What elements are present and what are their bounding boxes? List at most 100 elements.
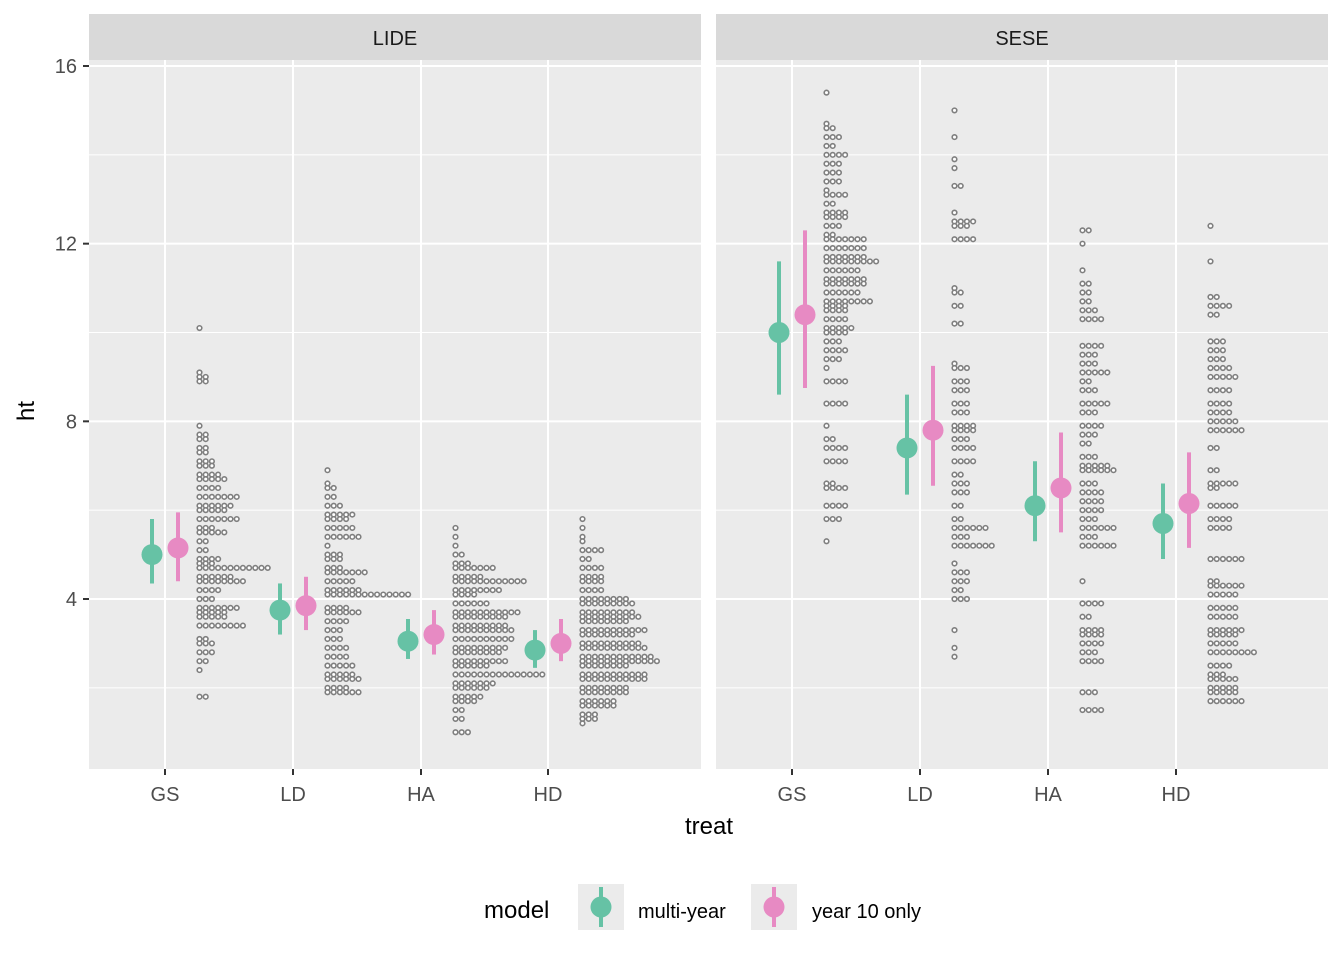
data-dot bbox=[854, 236, 861, 243]
data-dot bbox=[489, 649, 496, 656]
data-dot bbox=[957, 480, 964, 487]
data-dot bbox=[526, 671, 534, 678]
data-dot bbox=[458, 578, 465, 585]
data-dot bbox=[1213, 444, 1220, 452]
data-dot bbox=[196, 507, 203, 514]
data-dot bbox=[829, 400, 836, 407]
data-dot bbox=[1207, 502, 1214, 509]
legend-key-point bbox=[590, 896, 612, 918]
data-dot bbox=[196, 515, 203, 523]
data-dot bbox=[951, 156, 958, 163]
data-dot bbox=[823, 151, 830, 158]
data-dot bbox=[1097, 706, 1105, 714]
data-dot bbox=[1085, 640, 1092, 647]
data-dot bbox=[1097, 400, 1105, 407]
data-dot bbox=[483, 600, 490, 607]
data-dot bbox=[343, 644, 350, 651]
data-dot bbox=[324, 591, 331, 598]
data-dot bbox=[982, 524, 989, 532]
data-dot bbox=[957, 444, 964, 452]
data-dot bbox=[1079, 409, 1086, 416]
data-dot bbox=[1079, 613, 1086, 620]
data-dot bbox=[823, 213, 830, 221]
data-dot bbox=[477, 626, 484, 634]
data-dot bbox=[1085, 400, 1092, 407]
data-dot bbox=[1225, 524, 1233, 532]
data-dot bbox=[1219, 649, 1226, 656]
data-dot bbox=[196, 578, 203, 585]
data-dot bbox=[208, 595, 215, 603]
data-dot bbox=[215, 555, 222, 563]
data-dot bbox=[264, 564, 271, 572]
data-dot bbox=[1207, 293, 1214, 301]
data-dot bbox=[1079, 360, 1086, 367]
data-dot bbox=[495, 635, 503, 643]
data-dot bbox=[405, 591, 412, 598]
data-dot bbox=[1097, 316, 1105, 323]
data-dot bbox=[579, 515, 586, 523]
data-dot bbox=[1079, 542, 1086, 549]
data-dot bbox=[1207, 409, 1214, 416]
data-dot bbox=[514, 609, 521, 616]
data-dot bbox=[1091, 689, 1098, 696]
data-dot bbox=[841, 347, 849, 354]
point-ha bbox=[423, 624, 445, 646]
data-dot bbox=[330, 533, 337, 540]
data-dot bbox=[1079, 342, 1086, 349]
data-dot bbox=[835, 307, 843, 314]
data-dot bbox=[215, 613, 222, 620]
data-dot bbox=[1091, 640, 1098, 647]
data-dot bbox=[330, 675, 337, 683]
data-dot bbox=[324, 542, 331, 549]
data-dot bbox=[1091, 489, 1098, 496]
data-dot bbox=[829, 222, 836, 229]
dot-stack-ha bbox=[1079, 227, 1117, 714]
data-dot bbox=[343, 569, 350, 576]
data-dot bbox=[829, 356, 836, 363]
data-dot bbox=[458, 649, 465, 656]
data-dot bbox=[1110, 542, 1117, 549]
data-dot bbox=[1085, 387, 1092, 394]
data-dot bbox=[324, 524, 331, 532]
data-dot bbox=[841, 484, 849, 492]
data-dot bbox=[1091, 706, 1098, 714]
data-dot bbox=[1213, 515, 1220, 523]
data-dot bbox=[1207, 338, 1214, 345]
data-dot bbox=[829, 316, 836, 323]
data-dot bbox=[1219, 640, 1226, 647]
data-dot bbox=[951, 209, 958, 216]
data-dot bbox=[208, 515, 215, 523]
data-dot bbox=[829, 444, 836, 452]
data-dot bbox=[477, 662, 484, 669]
data-dot bbox=[585, 600, 592, 607]
data-dot bbox=[1104, 524, 1111, 532]
data-dot bbox=[221, 613, 228, 620]
data-dot bbox=[452, 635, 459, 643]
data-dot bbox=[1225, 373, 1233, 381]
data-dot bbox=[221, 622, 228, 629]
point-ld bbox=[295, 595, 317, 617]
data-dot bbox=[215, 484, 222, 492]
data-dot bbox=[1219, 409, 1226, 416]
data-dot bbox=[471, 635, 478, 643]
data-dot bbox=[221, 529, 228, 536]
data-dot bbox=[823, 222, 830, 229]
data-dot bbox=[1238, 555, 1245, 563]
data-dot bbox=[1232, 591, 1239, 598]
data-dot bbox=[1207, 649, 1214, 656]
data-dot bbox=[951, 587, 958, 594]
data-dot bbox=[1079, 298, 1086, 305]
data-dot bbox=[957, 524, 964, 532]
data-dot bbox=[324, 644, 331, 651]
data-dot bbox=[829, 484, 836, 492]
data-dot bbox=[957, 427, 964, 434]
data-dot bbox=[324, 618, 331, 625]
data-dot bbox=[343, 524, 350, 532]
data-dot bbox=[330, 626, 337, 634]
data-dot bbox=[823, 444, 830, 452]
data-dot bbox=[1079, 524, 1086, 532]
data-dot bbox=[1213, 302, 1220, 309]
data-dot bbox=[969, 236, 977, 243]
data-dot bbox=[477, 671, 484, 678]
data-dot bbox=[585, 702, 592, 709]
